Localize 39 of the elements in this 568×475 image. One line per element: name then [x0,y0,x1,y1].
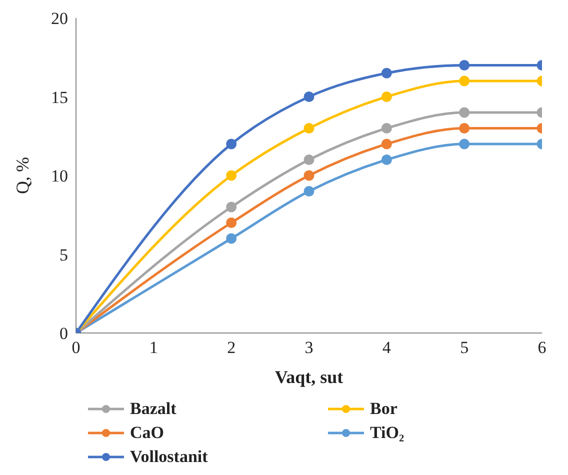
point [381,123,392,134]
point [304,154,314,165]
point [304,92,314,102]
point [459,76,470,86]
legend-label: CaO [130,423,164,443]
point [381,92,392,102]
point [304,123,314,134]
point [459,138,470,150]
x-axis-title: Vaqt, sut [274,367,344,387]
y-tick-label: 5 [60,245,68,264]
legend-label: TiO₂ [370,423,404,443]
x-tick-label: 4 [382,338,392,358]
x-tick-label: 1 [149,338,158,358]
point [381,138,392,150]
point [304,186,314,196]
point [459,123,470,134]
x-tick-label: 0 [72,338,80,358]
y-tick-label: 20 [51,9,68,28]
point [459,60,470,70]
x-tick-label: 2 [227,338,236,358]
point [381,68,392,78]
x-tick-label: 3 [304,338,314,358]
y-tick-label: 15 [51,88,68,107]
y-tick-label: 10 [51,166,68,186]
point [304,170,314,181]
legend-label: Vollostanit [130,447,208,467]
y-tick-label: 0 [60,324,68,344]
point [381,154,392,165]
point [226,202,237,212]
point [226,233,237,244]
point [226,170,237,181]
legend-label: Bor [370,399,398,419]
x-tick-label: 6 [538,338,546,358]
y-axis-title: Q, % [12,157,32,194]
point [226,218,237,228]
legend-label: Bazalt [130,399,176,419]
x-tick-label: 5 [460,338,469,358]
point [459,107,470,118]
point [226,138,237,150]
